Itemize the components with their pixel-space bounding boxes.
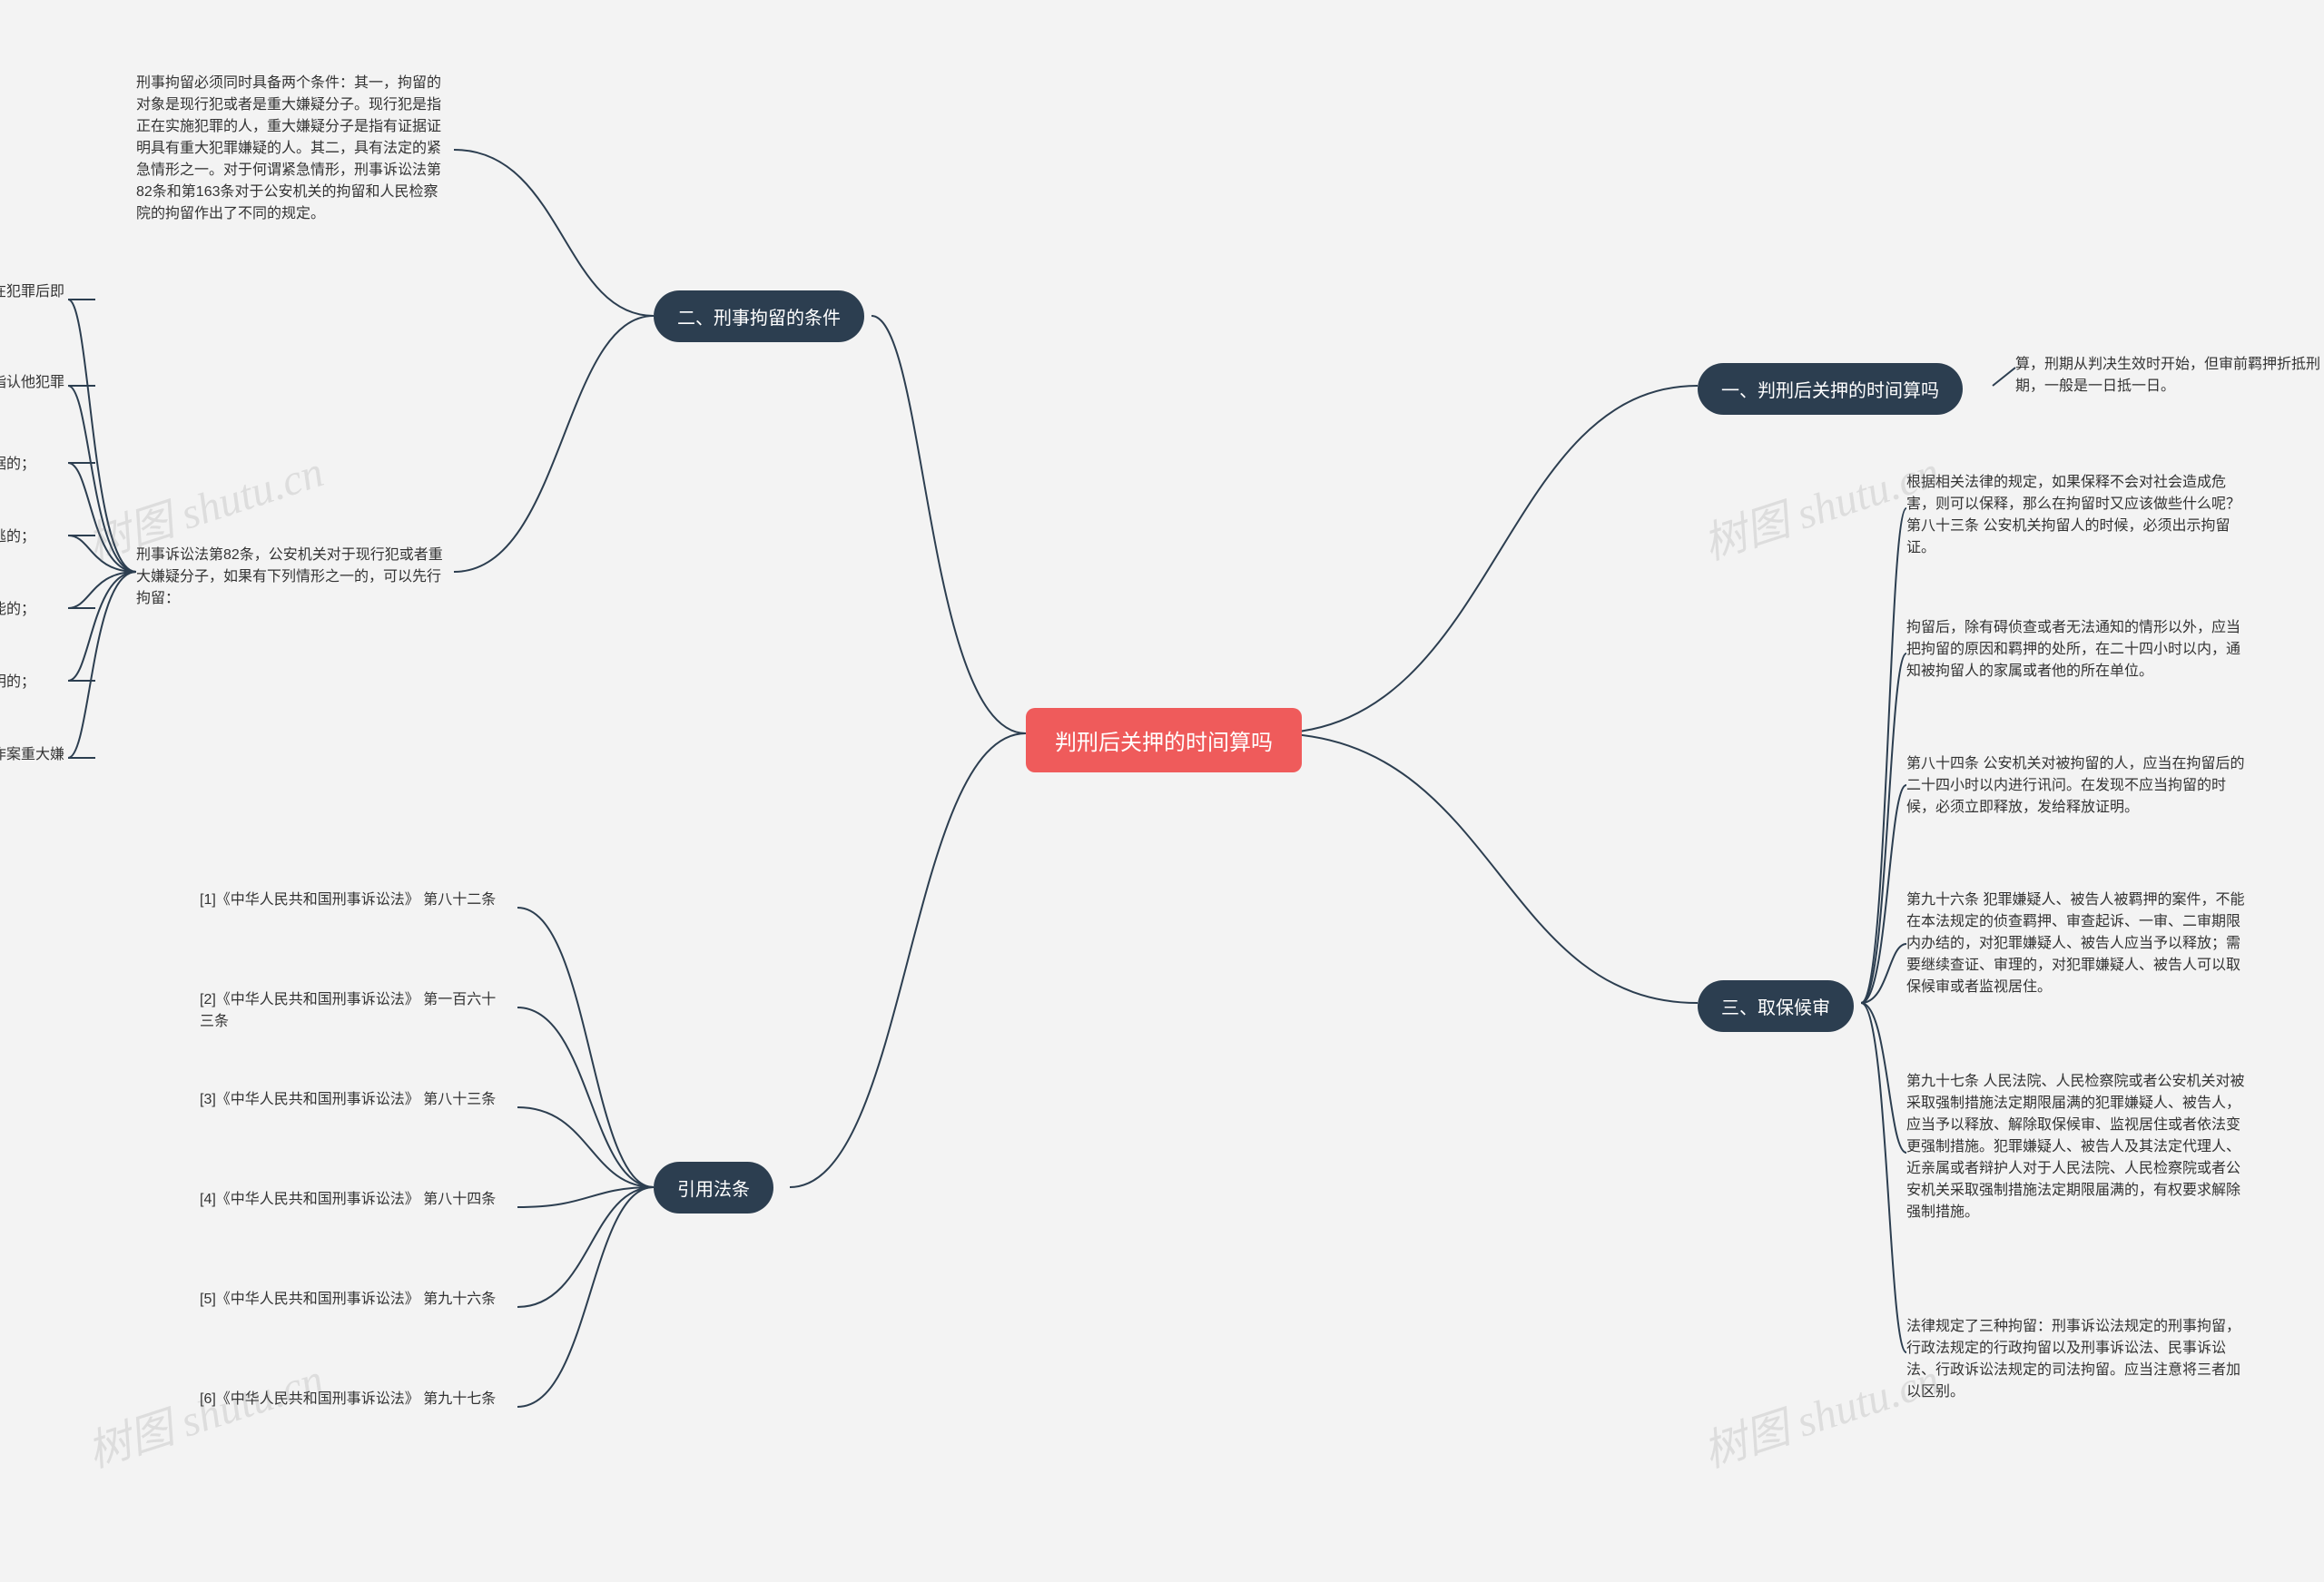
leaf-node: 刑事诉讼法第82条，公安机关对于现行犯或者重大嫌疑分子，如果有下列情形之一的，可… [136,545,445,610]
leaf-node: （二）被害人或者在场亲眼看见的人指认他犯罪的； [0,372,68,416]
leaf-node: [1]《中华人民共和国刑事诉讼法》 第八十二条 [200,889,496,911]
leaf-node: （三）在身边或者住处发现有犯罪证据的； [0,454,35,476]
watermark: 树图 shutu.cn [78,1343,330,1479]
leaf-node: 第九十七条 人民法院、人民检察院或者公安机关对被采取强制措施法定期限届满的犯罪嫌… [1906,1071,2251,1223]
branch-node[interactable]: 一、判刑后关押的时间算吗 [1698,363,1963,415]
root-node[interactable]: 判刑后关押的时间算吗 [1026,708,1302,772]
leaf-node: （一）正在预备犯罪、实行犯罪或者在犯罪后即时被发觉的； [0,281,68,325]
leaf-node: [2]《中华人民共和国刑事诉讼法》 第一百六十三条 [200,989,508,1033]
branch-node[interactable]: 引用法条 [654,1162,773,1214]
leaf-node: [5]《中华人民共和国刑事诉讼法》 第九十六条 [200,1289,496,1311]
leaf-node: （四）犯罪后企图自杀、逃跑或者在逃的； [0,526,35,548]
leaf-node: （五）有毁灭、伪造证据或者串供可能的； [0,599,35,621]
leaf-node: 算，刑期从判决生效时开始，但审前羁押折抵刑期，一般是一日抵一日。 [2015,354,2324,398]
leaf-node: 第八十四条 公安机关对被拘留的人，应当在拘留后的二十四小时以内进行讯问。在发现不… [1906,753,2251,819]
leaf-node: 根据相关法律的规定，如果保释不会对社会造成危害，则可以保释，那么在拘留时又应该做… [1906,472,2251,559]
leaf-node: （七）有流窜作案、多次作案、结伙作案重大嫌疑的。 [0,744,68,788]
leaf-node: 刑事拘留必须同时具备两个条件：其一，拘留的对象是现行犯或者是重大嫌疑分子。现行犯… [136,73,445,225]
leaf-node: [4]《中华人民共和国刑事诉讼法》 第八十四条 [200,1189,496,1211]
leaf-node: （六）不讲真实姓名、住址，身份不明的； [0,672,35,693]
leaf-node: 拘留后，除有碍侦查或者无法通知的情形以外，应当把拘留的原因和羁押的处所，在二十四… [1906,617,2251,683]
leaf-node: [6]《中华人民共和国刑事诉讼法》 第九十七条 [200,1389,496,1410]
leaf-node: [3]《中华人民共和国刑事诉讼法》 第八十三条 [200,1089,496,1111]
leaf-node: 第九十六条 犯罪嫌疑人、被告人被羁押的案件，不能在本法规定的侦查羁押、审查起诉、… [1906,889,2251,998]
branch-node[interactable]: 二、刑事拘留的条件 [654,290,864,342]
branch-node[interactable]: 三、取保候审 [1698,980,1854,1032]
leaf-node: 法律规定了三种拘留：刑事诉讼法规定的刑事拘留，行政法规定的行政拘留以及刑事诉讼法… [1906,1316,2251,1403]
